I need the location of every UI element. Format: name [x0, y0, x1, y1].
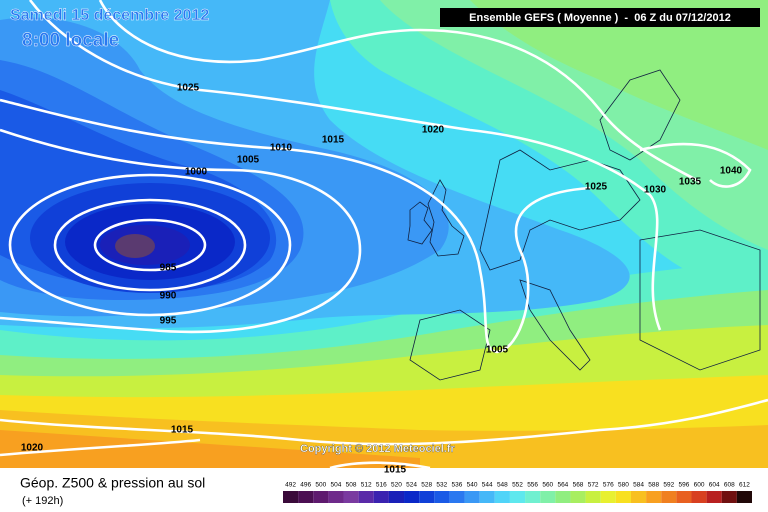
- scale-swatch: [661, 491, 677, 503]
- scale-swatch: [388, 491, 405, 503]
- scale-swatch: [570, 491, 586, 503]
- scale-label: 524: [406, 482, 417, 489]
- scale-label: 536: [452, 482, 463, 489]
- scale-label: 564: [557, 482, 568, 489]
- isobar-label: 995: [160, 316, 177, 327]
- legend-lead: (+ 192h): [22, 495, 63, 507]
- scale-swatch: [646, 491, 662, 503]
- scale-label: 532: [436, 482, 447, 489]
- isobar-label: 1020: [21, 443, 44, 454]
- scale-label: 520: [391, 482, 402, 489]
- scale-label: 500: [315, 482, 326, 489]
- scale-swatch: [736, 491, 752, 503]
- isobar-label: 1040: [720, 166, 743, 177]
- scale-label: 552: [512, 482, 523, 489]
- scale-label: 560: [542, 482, 553, 489]
- scale-swatch: [479, 491, 495, 503]
- scale-label: 508: [346, 482, 357, 489]
- scale-label: 612: [739, 482, 750, 489]
- scale-label: 544: [482, 482, 493, 489]
- isobar-label: 1005: [486, 345, 509, 356]
- scale-swatch: [419, 491, 435, 503]
- isobar-label: 1000: [185, 167, 208, 178]
- scale-swatch: [525, 491, 541, 503]
- scale-swatch: [373, 491, 389, 503]
- isobar-label: 1030: [644, 185, 667, 196]
- isobar-label: 1020: [422, 125, 445, 136]
- isobar-label: 990: [160, 291, 177, 302]
- model-box: [440, 8, 760, 27]
- scale-label: 512: [361, 482, 372, 489]
- scale-swatch: [721, 491, 737, 503]
- scale-label: 600: [694, 482, 705, 489]
- scale-swatch: [313, 491, 329, 503]
- scale-swatch: [343, 491, 359, 503]
- scale-swatch: [540, 491, 556, 503]
- isobar-label: 1015: [322, 135, 345, 146]
- legend-strip: [0, 468, 768, 512]
- scale-label: 496: [300, 482, 311, 489]
- scale-swatch: [615, 491, 631, 503]
- scale-label: 584: [633, 482, 644, 489]
- isobars: [0, 0, 768, 457]
- scale-label: 608: [724, 482, 735, 489]
- isobar-label: 1035: [679, 177, 702, 188]
- isobar-label: 1015: [384, 465, 407, 476]
- scale-swatch: [298, 491, 314, 503]
- scale-swatch: [585, 491, 601, 503]
- scale-label: 568: [573, 482, 584, 489]
- scale-swatch: [464, 491, 480, 503]
- scale-label: 576: [603, 482, 614, 489]
- scale-label: 604: [709, 482, 720, 489]
- legend-title: Géop. Z500 & pression au sol: [20, 475, 205, 491]
- scale-swatch: [449, 491, 465, 503]
- scale-swatch: [706, 491, 722, 503]
- scale-swatch: [600, 491, 616, 503]
- scale-label: 556: [527, 482, 538, 489]
- isobar-label: 985: [160, 263, 177, 274]
- scale-label: 548: [497, 482, 508, 489]
- isobar-label: 1015: [171, 425, 194, 436]
- copyright: Copyright © 2012 Meteociel.fr: [300, 443, 456, 455]
- scale-swatch: [691, 491, 707, 503]
- scale-swatch: [283, 491, 299, 503]
- scale-swatch: [509, 491, 526, 503]
- scale-swatch: [328, 491, 344, 503]
- scale-label: 572: [588, 482, 599, 489]
- time: 8:00 locale: [22, 30, 119, 51]
- scale-swatch: [494, 491, 510, 503]
- scale-label: 492: [285, 482, 296, 489]
- scale-swatch: [676, 491, 692, 503]
- isobar-label: 1025: [177, 83, 200, 94]
- scale-swatch: [555, 491, 571, 503]
- isobar-label: 1010: [270, 143, 293, 154]
- field: [0, 0, 768, 468]
- scale-label: 516: [376, 482, 387, 489]
- scale-label: 528: [421, 482, 432, 489]
- scale-label: 580: [618, 482, 629, 489]
- isobar-label: 1005: [237, 155, 260, 166]
- scale-label: 588: [648, 482, 659, 489]
- isobar-label: 1025: [585, 182, 608, 193]
- scale-swatch: [630, 491, 647, 503]
- scale-label: 596: [678, 482, 689, 489]
- scale-swatch: [404, 491, 420, 503]
- scale-label: 540: [467, 482, 478, 489]
- model: Ensemble GEFS ( Moyenne ) - 06 Z du 07/1…: [469, 12, 731, 24]
- scale-swatch: [358, 491, 374, 503]
- scale-swatch: [434, 491, 450, 503]
- scale-label: 592: [663, 482, 674, 489]
- coastlines: [407, 69, 761, 381]
- date: Samedi 15 décembre 2012: [10, 7, 209, 24]
- scale-label: 504: [331, 482, 342, 489]
